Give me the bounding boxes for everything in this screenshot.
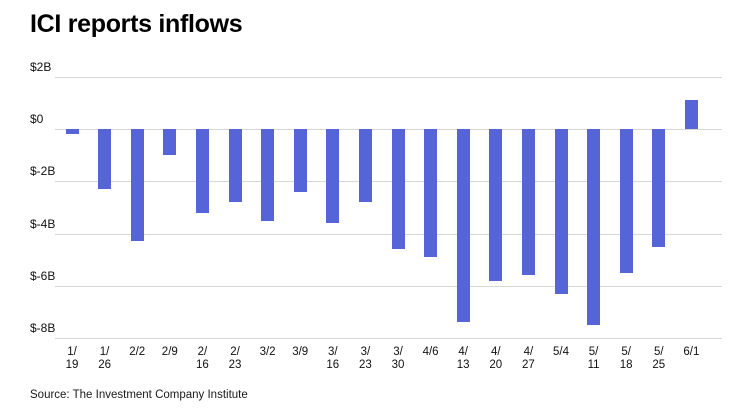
x-axis-label: 1/ 19 — [65, 346, 79, 371]
bar-4/27 — [521, 129, 535, 276]
x-axis-label: 4/6 — [422, 346, 439, 358]
bar-5/4 — [554, 129, 568, 294]
x-axis-label: 5/ 18 — [619, 346, 633, 371]
gridline — [55, 338, 722, 339]
x-axis-label: 3/2 — [259, 346, 276, 358]
x-axis: 1/ 19 1/ 26 2/2 2/9 2/ 16 2/ 23 3/2 3/9 3/ 16 3/ … — [55, 346, 722, 378]
bar-5/11 — [587, 129, 601, 325]
bar-4/13 — [456, 129, 470, 323]
bar-4/20 — [489, 129, 503, 281]
chart-title: ICI reports inflows — [30, 10, 243, 38]
gridline — [55, 233, 722, 235]
x-axis-label: 4/ 13 — [456, 346, 470, 371]
x-axis-label: 1/ 26 — [98, 346, 111, 371]
gridline — [55, 77, 722, 78]
bar-1/26 — [98, 129, 112, 190]
x-axis-label: 2/2 — [129, 346, 146, 358]
x-axis-label: 5/ 11 — [587, 346, 600, 371]
x-axis-label: 4/ 20 — [489, 346, 503, 371]
gridline — [55, 285, 722, 287]
bar-2/16 — [195, 129, 209, 213]
bar-1/19 — [65, 129, 79, 135]
x-axis-label: 2/9 — [161, 346, 178, 358]
bar-5/18 — [619, 129, 633, 273]
x-axis-label: 2/ 23 — [228, 346, 242, 371]
x-axis-label: 3/9 — [292, 346, 309, 358]
y-axis-label: $0 — [30, 112, 44, 127]
source-text: Source: The Investment Company Institute — [30, 389, 248, 401]
bar-2/23 — [228, 129, 242, 203]
x-axis-label: 3/ 16 — [326, 346, 340, 371]
y-axis-label: $-8B — [30, 321, 56, 336]
bar-2/9 — [163, 129, 177, 156]
x-axis-label: 3/ 23 — [358, 346, 372, 371]
x-axis-label: 4/ 27 — [521, 346, 535, 371]
y-axis-label: $-2B — [30, 164, 56, 179]
bar-3/2 — [261, 129, 275, 221]
y-axis-label: $-6B — [30, 268, 56, 283]
gridline — [55, 129, 722, 131]
bar-3/16 — [326, 129, 340, 224]
y-axis-label: $2B — [30, 60, 52, 75]
x-axis-label: 2/ 16 — [195, 346, 209, 371]
x-axis-label: 5/ 25 — [652, 346, 666, 371]
bar-3/9 — [293, 129, 307, 192]
bar-2/2 — [130, 129, 144, 242]
x-axis-label: 6/1 — [683, 346, 700, 358]
x-axis-label: 3/ 30 — [391, 346, 405, 371]
y-axis-label: $-4B — [30, 216, 56, 231]
plot-area: $2B $0 $-2B $-4B $-6B $-8B — [30, 60, 722, 339]
bar-4/6 — [424, 129, 438, 258]
bar-6/1 — [684, 100, 698, 130]
bar-3/30 — [391, 129, 405, 250]
bar-5/25 — [652, 129, 666, 247]
gridline — [55, 181, 722, 183]
x-axis-label: 5/4 — [553, 346, 569, 358]
bar-3/23 — [358, 129, 372, 203]
